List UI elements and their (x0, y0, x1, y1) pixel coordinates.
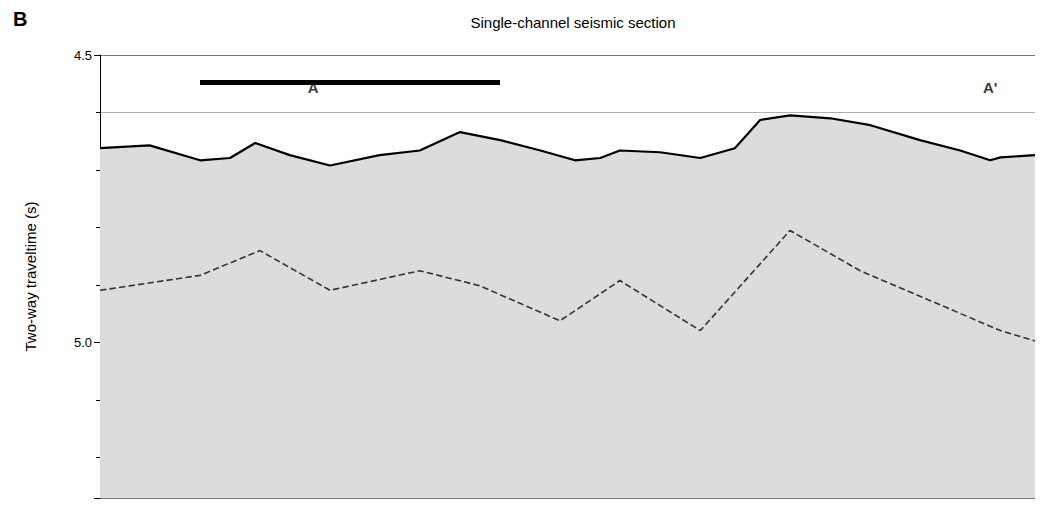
svg-text:A': A' (983, 79, 997, 96)
svg-text:4.5: 4.5 (74, 48, 92, 63)
svg-text:Two-way traveltime (s): Two-way traveltime (s) (22, 201, 39, 351)
svg-text:A: A (307, 79, 319, 97)
svg-text:Single-channel seismic section: Single-channel seismic section (470, 14, 675, 31)
svg-text:B: B (13, 8, 27, 30)
svg-text:5.0: 5.0 (74, 335, 92, 350)
